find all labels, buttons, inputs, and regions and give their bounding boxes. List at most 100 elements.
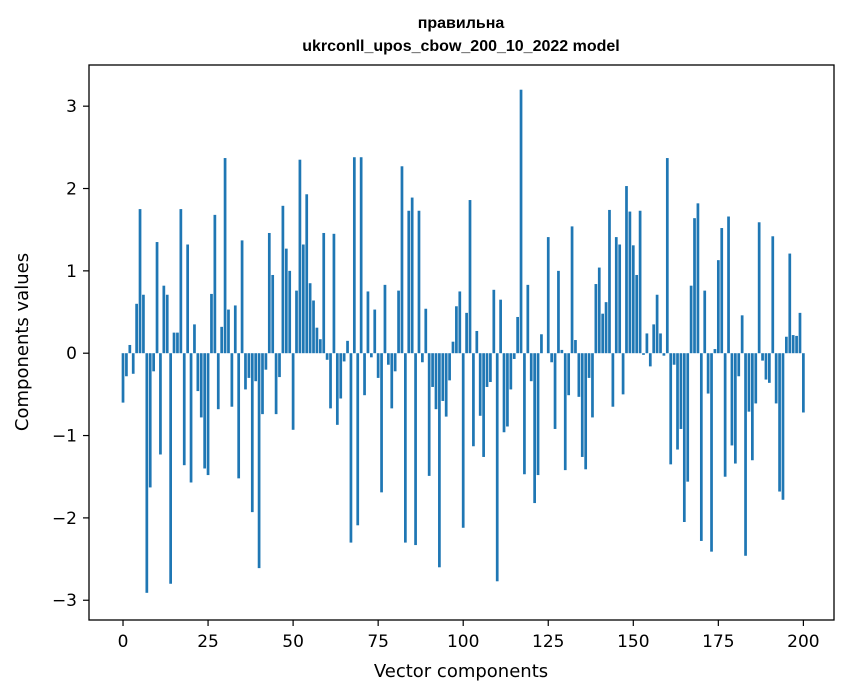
bar-118 — [523, 353, 526, 475]
bar-70 — [359, 157, 363, 354]
bar-61 — [329, 353, 332, 409]
y-tick-label: 3 — [66, 97, 77, 117]
bar-161 — [669, 353, 673, 465]
bar-159 — [662, 353, 666, 356]
bar-179 — [730, 353, 734, 446]
bar-117 — [519, 89, 523, 354]
bar-91 — [431, 353, 434, 387]
bar-1 — [125, 353, 128, 377]
bar-104 — [475, 330, 479, 354]
bar-112 — [502, 353, 506, 433]
bar-167 — [689, 285, 693, 354]
bar-93 — [438, 353, 441, 568]
bar-119 — [526, 284, 530, 354]
bar-138 — [591, 353, 594, 418]
bar-137 — [587, 353, 591, 378]
bar-134 — [577, 353, 581, 397]
bar-178 — [727, 216, 730, 354]
plot-area-frame — [88, 64, 835, 621]
bar-94 — [441, 353, 445, 401]
bar-164 — [679, 353, 683, 429]
x-tick-label: 150 — [617, 632, 649, 652]
bar-85 — [410, 197, 414, 354]
bar-65 — [342, 353, 346, 362]
bar-166 — [686, 353, 690, 482]
bar-123 — [540, 334, 543, 354]
bar-60 — [325, 353, 329, 360]
bar-158 — [659, 333, 662, 354]
bar-50 — [291, 353, 295, 430]
bar-157 — [655, 294, 659, 354]
bar-51 — [295, 290, 298, 354]
bar-184 — [747, 353, 751, 412]
bar-133 — [574, 340, 577, 354]
x-tick-label: 50 — [282, 632, 304, 652]
bar-5 — [138, 209, 142, 354]
bar-95 — [444, 353, 448, 417]
bar-7 — [145, 353, 149, 593]
bar-116 — [516, 316, 519, 354]
bar-67 — [349, 353, 353, 543]
bar-44 — [271, 274, 275, 354]
bar-135 — [580, 353, 584, 457]
bar-194 — [781, 353, 785, 500]
bar-197 — [791, 335, 795, 354]
bar-43 — [267, 232, 271, 354]
bar-163 — [676, 353, 679, 450]
bar-108 — [489, 353, 492, 383]
bar-114 — [509, 353, 513, 390]
x-tick-label: 200 — [787, 632, 819, 652]
bar-102 — [468, 200, 472, 354]
bar-10 — [155, 242, 159, 354]
bar-196 — [788, 253, 792, 354]
bar-53 — [301, 244, 305, 354]
bar-12 — [162, 285, 166, 354]
bar-89 — [424, 308, 428, 354]
bar-111 — [499, 299, 502, 354]
bar-42 — [264, 353, 268, 370]
bar-147 — [621, 353, 625, 395]
y-tick-label: 1 — [66, 262, 77, 282]
bar-73 — [369, 353, 373, 358]
bar-16 — [176, 332, 179, 354]
bar-55 — [308, 283, 312, 354]
bar-174 — [713, 349, 717, 354]
bar-142 — [604, 302, 608, 354]
bar-198 — [795, 335, 798, 354]
bar-136 — [584, 353, 588, 470]
bar-2 — [128, 344, 132, 354]
bar-182 — [740, 315, 744, 354]
x-tick-label: 125 — [532, 632, 564, 652]
bar-180 — [733, 353, 737, 464]
bar-169 — [696, 203, 700, 354]
bar-54 — [305, 194, 309, 354]
bar-25 — [206, 353, 210, 476]
x-tick-label: 25 — [197, 632, 219, 652]
bar-153 — [642, 353, 645, 355]
bar-86 — [414, 353, 417, 546]
bar-8 — [148, 353, 152, 488]
bar-66 — [346, 340, 349, 354]
bar-152 — [638, 210, 642, 354]
bar-72 — [366, 291, 370, 354]
bar-28 — [216, 353, 220, 410]
bar-39 — [254, 353, 258, 382]
bar-75 — [376, 353, 380, 378]
bar-151 — [635, 274, 639, 354]
bar-58 — [318, 339, 322, 354]
bar-52 — [298, 159, 302, 354]
bar-103 — [472, 353, 475, 447]
bar-199 — [798, 312, 802, 354]
bar-79 — [390, 353, 394, 409]
bar-165 — [682, 353, 686, 523]
y-tick-label: 2 — [66, 180, 77, 200]
bar-113 — [506, 353, 509, 427]
bar-172 — [706, 353, 710, 394]
bar-62 — [332, 233, 336, 354]
bar-168 — [693, 218, 696, 354]
bar-99 — [458, 291, 462, 354]
bar-162 — [672, 353, 676, 365]
bar-31 — [227, 309, 230, 354]
bar-186 — [754, 353, 758, 404]
bar-183 — [744, 353, 747, 556]
